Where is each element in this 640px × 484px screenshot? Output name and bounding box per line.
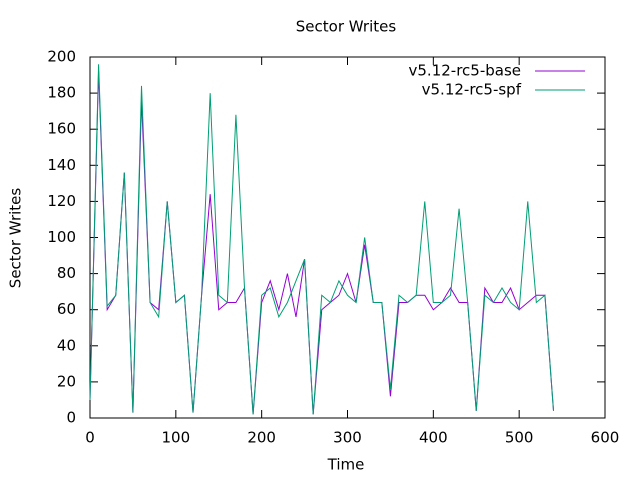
x-tick-label: 0 bbox=[85, 429, 95, 447]
x-axis-label: Time bbox=[327, 456, 365, 474]
y-tick-label: 160 bbox=[47, 120, 76, 138]
legend-label: v5.12-rc5-base bbox=[409, 62, 522, 80]
y-tick-label: 200 bbox=[47, 48, 76, 66]
y-tick-label: 180 bbox=[47, 84, 76, 102]
legend-label: v5.12-rc5-spf bbox=[422, 81, 522, 99]
x-tick-label: 400 bbox=[419, 429, 448, 447]
series-line bbox=[89, 64, 554, 415]
x-tick-label: 100 bbox=[162, 429, 191, 447]
chart-title: Sector Writes bbox=[296, 18, 397, 36]
y-tick-label: 80 bbox=[57, 264, 76, 282]
x-tick-label: 200 bbox=[247, 429, 276, 447]
y-tick-label: 120 bbox=[47, 192, 76, 210]
y-axis-label: Sector Writes bbox=[7, 188, 25, 289]
y-tick-label: 140 bbox=[47, 156, 76, 174]
y-tick-label: 0 bbox=[66, 409, 76, 427]
y-tick-label: 20 bbox=[57, 372, 76, 390]
y-tick-label: 100 bbox=[47, 228, 76, 246]
x-tick-label: 600 bbox=[591, 429, 620, 447]
x-tick-label: 300 bbox=[333, 429, 362, 447]
x-tick-label: 500 bbox=[505, 429, 534, 447]
y-tick-label: 40 bbox=[57, 336, 76, 354]
y-tick-label: 60 bbox=[57, 300, 76, 318]
